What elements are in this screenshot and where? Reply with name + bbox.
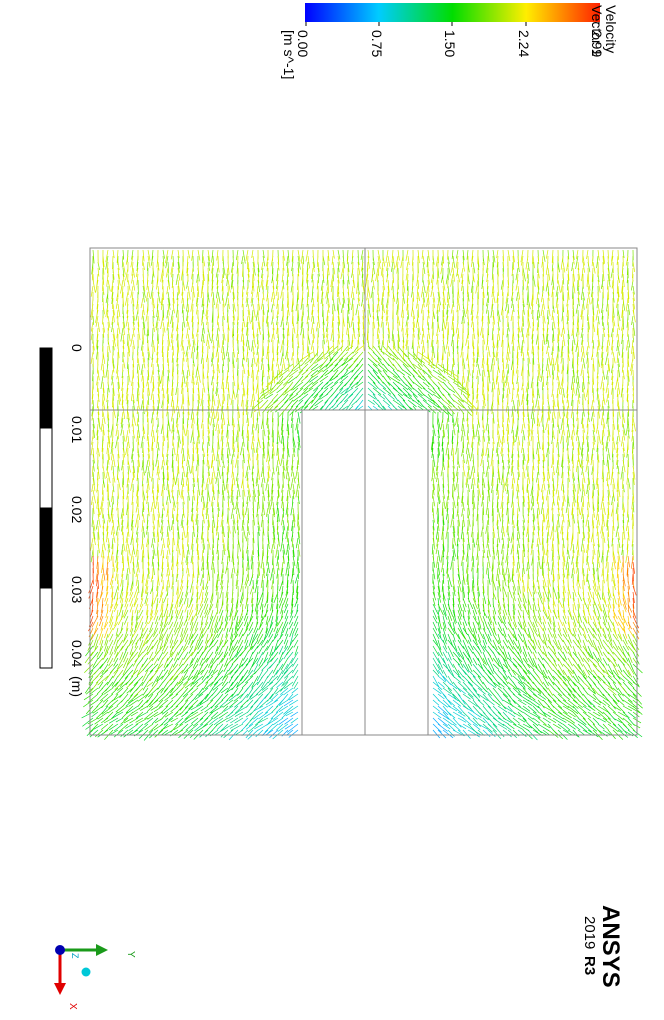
- legend-label: 1.50: [442, 30, 458, 57]
- axis-z-label: Z: [70, 953, 80, 959]
- legend-unit: [m s^-1]: [281, 30, 297, 79]
- axis-triad: [54, 944, 108, 995]
- axis-x-label: X: [67, 1003, 78, 1010]
- scale-label: 0: [69, 344, 85, 352]
- velocity-vectors: [81, 363, 643, 741]
- velocity-vectors: [82, 351, 643, 741]
- scale-bar: [39, 347, 53, 669]
- velocity-vectors: [93, 555, 635, 641]
- velocity-vectors: [88, 555, 640, 640]
- logo-name: ANSYS: [597, 905, 624, 988]
- scale-label: 0.02: [69, 496, 85, 523]
- scale-label: 0.01: [69, 416, 85, 443]
- logo-year: 2019: [581, 916, 598, 949]
- legend-subtitle: Vector 1: [589, 5, 605, 57]
- legend-label: 2.99: [589, 30, 605, 57]
- legend-label: 2.24: [516, 30, 532, 57]
- scale-label: 0.03: [69, 576, 85, 603]
- color-bar: [305, 3, 600, 22]
- domain-outline: [89, 247, 638, 736]
- vector-field: [81, 249, 643, 741]
- velocity-vectors: [261, 699, 454, 739]
- logo-release: R3: [581, 956, 598, 975]
- axis-y-label: Y: [125, 951, 136, 958]
- velocity-vectors: [194, 381, 538, 741]
- legend-label: 0.75: [369, 30, 385, 57]
- scale-label: 0.04: [69, 640, 85, 667]
- velocity-vectors: [84, 249, 640, 698]
- velocity-vectors: [88, 555, 640, 632]
- legend-title: Velocity: [603, 5, 619, 53]
- legend-ticks: [305, 22, 600, 26]
- velocity-vectors: [90, 249, 636, 647]
- scale-unit: (m): [69, 676, 85, 697]
- legend-label: 0.00: [295, 30, 311, 57]
